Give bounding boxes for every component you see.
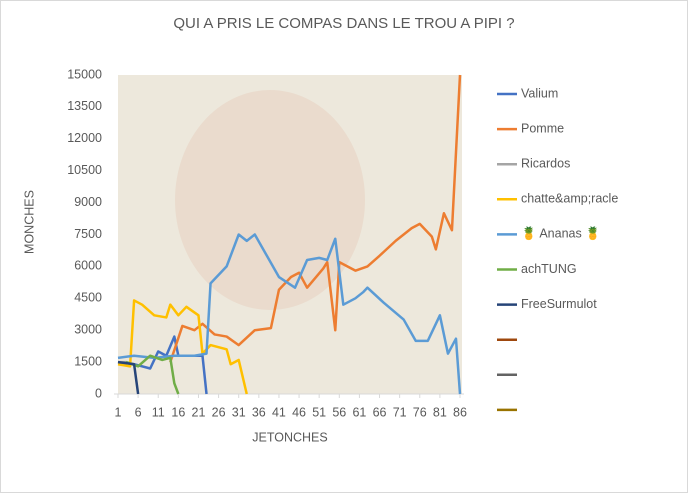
y-tick-label: 0: [95, 386, 102, 400]
x-tick-label: 56: [332, 405, 346, 419]
x-tick-label: 86: [453, 405, 467, 419]
legend-label: FreeSurmulot: [521, 297, 597, 311]
y-tick-label: 1500: [74, 354, 102, 368]
y-tick-label: 12000: [67, 131, 102, 145]
x-tick-label: 46: [292, 405, 306, 419]
legend-label: achTUNG: [521, 262, 577, 276]
x-tick-label: 6: [135, 405, 142, 419]
legend-label: Ricardos: [521, 156, 570, 170]
x-tick-label: 81: [433, 405, 447, 419]
x-tick-label: 76: [413, 405, 427, 419]
series-line: [117, 299, 248, 395]
series-line: [117, 360, 140, 395]
y-axis-label: MONCHES: [22, 190, 36, 254]
x-tick-label: 16: [171, 405, 185, 419]
x-tick-label: 26: [212, 405, 226, 419]
y-tick-label: 4500: [74, 291, 102, 305]
y-tick-label: 7500: [74, 227, 102, 241]
y-tick-label: 3000: [74, 322, 102, 336]
x-tick-label: 66: [373, 405, 387, 419]
y-tick-label: 15000: [67, 67, 102, 81]
x-axis-label: JETONCHES: [252, 430, 327, 444]
x-tick-label: 36: [252, 405, 266, 419]
x-tick-label: 1: [115, 405, 122, 419]
series-line: [125, 354, 180, 395]
series-line: [117, 233, 462, 395]
legend-label: Pomme: [521, 121, 564, 135]
legend-label: Valium: [521, 86, 558, 100]
legend-label: chatte&amp;racle: [521, 192, 618, 206]
y-tick-label: 9000: [74, 195, 102, 209]
x-tick-label: 11: [152, 405, 165, 419]
x-tick-label: 41: [272, 405, 286, 419]
background-photo-face: [175, 90, 365, 310]
legend-label: 🍍 Ananas 🍍: [521, 226, 601, 241]
x-tick-label: 21: [192, 405, 206, 419]
x-tick-label: 31: [232, 405, 246, 419]
y-tick-label: 13500: [67, 99, 102, 113]
x-tick-label: 61: [352, 405, 366, 419]
y-tick-label: 6000: [74, 259, 102, 273]
x-tick-label: 71: [393, 405, 407, 419]
chart-title: QUI A PRIS LE COMPAS DANS LE TROU A PIPI…: [173, 15, 514, 32]
x-tick-label: 51: [312, 405, 326, 419]
series-line: [169, 74, 462, 363]
y-tick-label: 10500: [67, 163, 102, 177]
